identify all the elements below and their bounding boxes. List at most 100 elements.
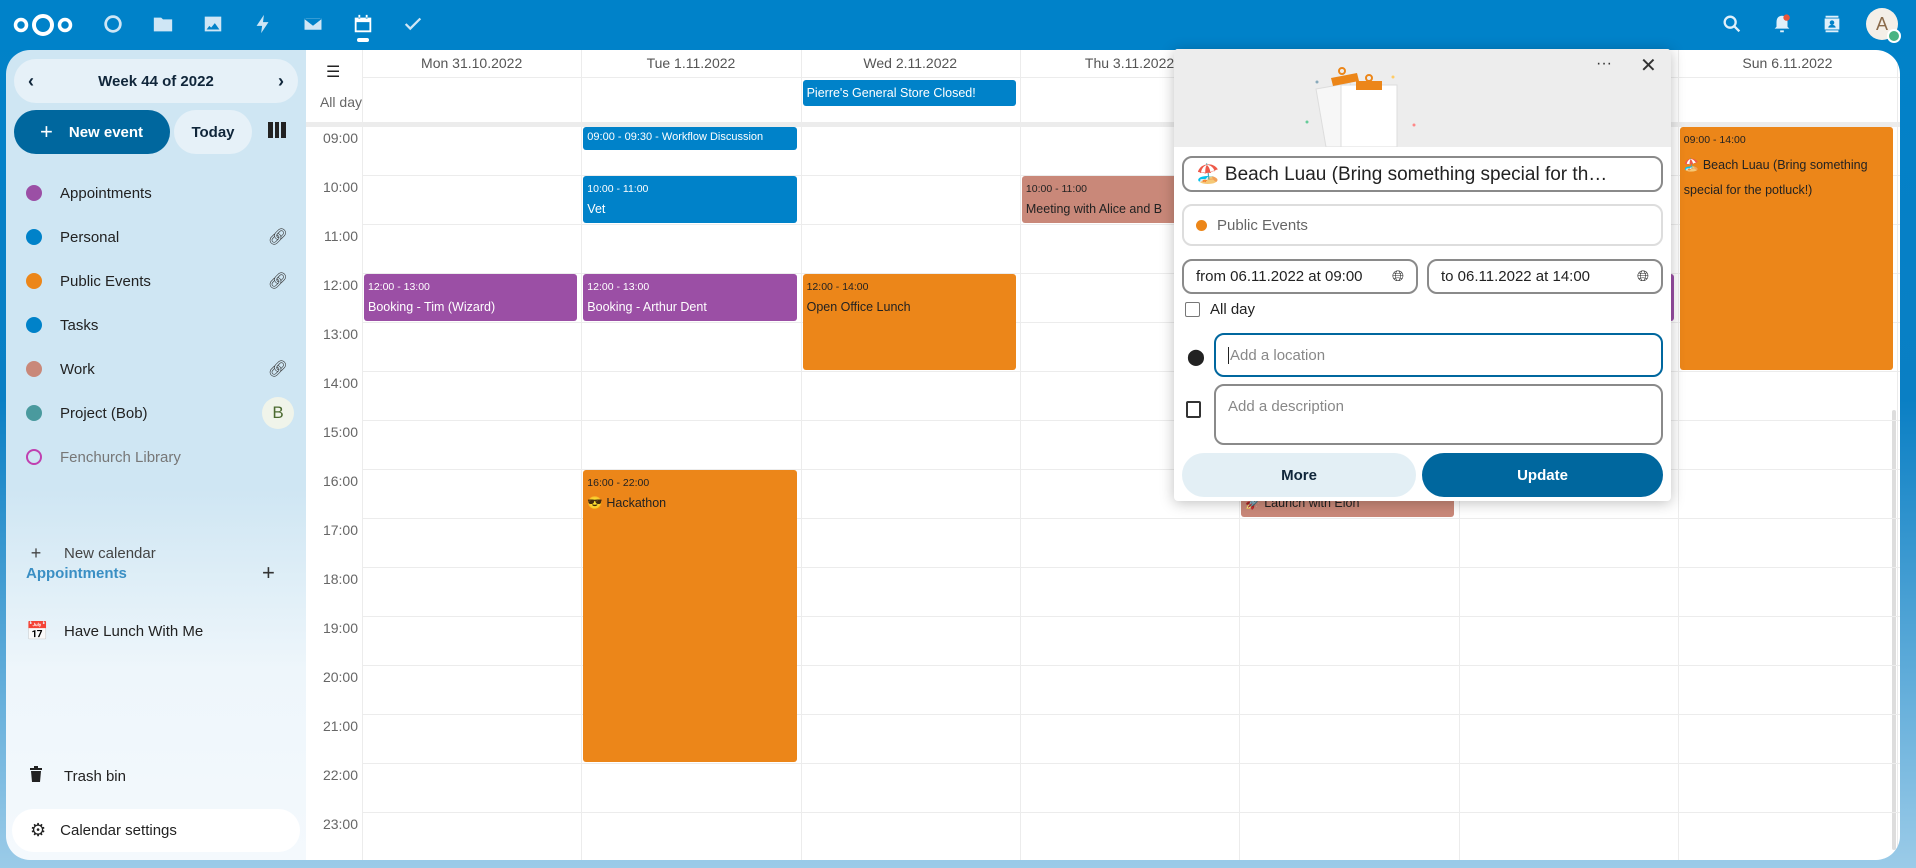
hour-label: 22:00 [322, 767, 358, 783]
trash-label: Trash bin [64, 768, 126, 785]
appointment-label: Have Lunch With Me [64, 623, 204, 640]
allday-separator [306, 122, 1900, 127]
clipboard-illustration [1305, 67, 1416, 148]
hour-line [362, 518, 1900, 519]
new-event-button[interactable]: + New event [14, 110, 170, 154]
dashboard-icon[interactable] [99, 10, 127, 38]
calendar-name: Appointments [60, 184, 152, 202]
hour-label: 16:00 [322, 473, 358, 489]
share-link-icon[interactable]: 🔗︎ [267, 361, 288, 378]
search-icon[interactable] [1718, 10, 1746, 38]
new-calendar-button[interactable]: + New calendar [26, 543, 156, 564]
hour-label: 14:00 [322, 375, 358, 391]
calendar-event[interactable]: 10:00 - 11:00 Vet [583, 176, 797, 223]
calendar-event[interactable]: 12:00 - 13:00 Booking - Tim (Wizard) [364, 274, 578, 321]
view-switcher-icon[interactable] [268, 122, 287, 138]
share-link-icon[interactable]: 🔗︎ [267, 273, 288, 290]
hour-line [362, 616, 1900, 617]
close-icon[interactable]: ✕ [1640, 55, 1657, 77]
location-input[interactable]: Add a location [1214, 333, 1663, 377]
user-avatar[interactable]: A [1866, 8, 1901, 43]
calendar-settings-button[interactable]: ⚙ Calendar settings [12, 809, 300, 852]
day-header[interactable]: Wed 2.11.2022 [863, 55, 958, 71]
scrollbar[interactable] [1892, 410, 1896, 850]
add-appointment-button[interactable]: + [262, 560, 275, 585]
day-divider [362, 50, 363, 860]
more-actions-button[interactable]: ··· [1596, 55, 1612, 72]
hour-label: 17:00 [322, 522, 358, 538]
update-button[interactable]: Update [1422, 453, 1663, 497]
start-datetime-input[interactable]: from 06.11.2022 at 09:00 🌐︎ [1182, 259, 1418, 294]
calendar-color-dot[interactable] [26, 273, 42, 289]
header-divider [362, 77, 1900, 78]
event-title: Meeting with Alice and B [1025, 202, 1163, 216]
hour-line [362, 812, 1900, 813]
allday-checkbox-label: All day [1210, 301, 1256, 318]
calendar-event[interactable]: 09:00 - 09:30 - Workflow Discussion [583, 127, 797, 150]
previous-week-button[interactable]: ‹ [28, 70, 34, 91]
activity-icon[interactable] [249, 10, 277, 38]
event-title-input[interactable]: 🏖️ Beach Luau (Bring something special f… [1182, 156, 1663, 192]
calendar-color-dot[interactable] [26, 361, 42, 377]
calendar-item[interactable]: Project (Bob) B [26, 397, 296, 429]
share-link-icon[interactable]: 🔗︎ [267, 229, 288, 246]
day-header[interactable]: Mon 31.10.2022 [421, 55, 523, 71]
plus-icon: + [30, 543, 42, 563]
calendar-item[interactable]: Work 🔗︎ [26, 354, 296, 384]
calendar-item[interactable]: Fenchurch Library [26, 442, 296, 472]
day-header[interactable]: Sun 6.11.2022 [1742, 55, 1833, 71]
avatar-letter: A [1875, 13, 1888, 34]
event-title: Booking - Arthur Dent [587, 300, 707, 314]
timezone-globe-icon[interactable]: 🌐︎ [1636, 268, 1649, 285]
event-time: 12:00 - 14:00 [806, 281, 869, 293]
owner-avatar: B [262, 397, 294, 429]
calendar-color-dot[interactable] [26, 405, 42, 421]
hour-line [362, 126, 1900, 127]
mail-icon[interactable] [299, 10, 327, 38]
calendar-event[interactable]: 12:00 - 13:00 Booking - Arthur Dent [583, 274, 797, 321]
appointment-item[interactable]: 📅 Have Lunch With Me [26, 621, 203, 642]
active-app-indicator [357, 38, 369, 42]
description-input[interactable]: Add a description [1214, 384, 1663, 445]
day-header[interactable]: Tue 1.11.2022 [646, 55, 736, 71]
calendar-item[interactable]: Public Events 🔗︎ [26, 266, 296, 296]
today-button[interactable]: Today [174, 110, 252, 154]
calendar-event[interactable]: 12:00 - 14:00 Open Office Lunch [802, 274, 1016, 370]
calendar-name: Public Events [1217, 216, 1308, 234]
contacts-icon[interactable] [1818, 10, 1846, 38]
calendar-name: Personal [60, 228, 120, 246]
new-calendar-label: New calendar [64, 545, 156, 562]
calendar-picker[interactable]: Public Events [1182, 204, 1663, 246]
calendar-item[interactable]: Personal 🔗︎ [26, 222, 296, 252]
calendar-color-dot[interactable] [26, 317, 42, 333]
week-label[interactable]: Week 44 of 2022 [98, 72, 214, 90]
day-header[interactable]: Thu 3.11.2022 [1084, 55, 1175, 71]
trash-bin-button[interactable]: Trash bin [26, 766, 126, 787]
timezone-globe-icon[interactable]: 🌐︎ [1391, 268, 1404, 285]
files-icon[interactable] [149, 10, 177, 38]
photos-icon[interactable] [199, 10, 227, 38]
calendar-color-dot [1196, 219, 1207, 231]
tasks-icon[interactable] [399, 10, 427, 38]
allday-event[interactable]: Pierre's General Store Closed! [802, 80, 1016, 106]
more-button[interactable]: More [1182, 453, 1416, 497]
event-time: 16:00 - 22:00 [587, 477, 650, 489]
nextcloud-logo[interactable] [12, 12, 74, 38]
notifications-icon[interactable] [1768, 10, 1796, 38]
calendar-item[interactable]: Tasks [26, 310, 296, 340]
event-title: Vet [587, 202, 606, 216]
calendar-event[interactable]: 09:00 - 14:00 🏖️ Beach Luau (Bring someth… [1679, 127, 1894, 370]
description-placeholder: Add a description [1228, 398, 1344, 415]
top-bar: A [0, 0, 1916, 50]
collapse-sidebar-icon[interactable]: ☰ [326, 64, 341, 81]
calendar-color-dot[interactable] [26, 229, 42, 245]
end-datetime-input[interactable]: to 06.11.2022 at 14:00 🌐︎ [1427, 259, 1663, 294]
hour-label: 10:00 [322, 179, 358, 195]
calendar-item[interactable]: Appointments [26, 178, 296, 208]
next-week-button[interactable]: › [277, 70, 284, 91]
allday-checkbox[interactable] [1185, 302, 1200, 317]
calendar-color-dot[interactable] [26, 449, 42, 465]
calendar-color-dot[interactable] [26, 185, 42, 201]
calendar-icon[interactable] [349, 10, 377, 38]
calendar-event[interactable]: 16:00 - 22:00 😎 Hackathon [583, 470, 797, 762]
